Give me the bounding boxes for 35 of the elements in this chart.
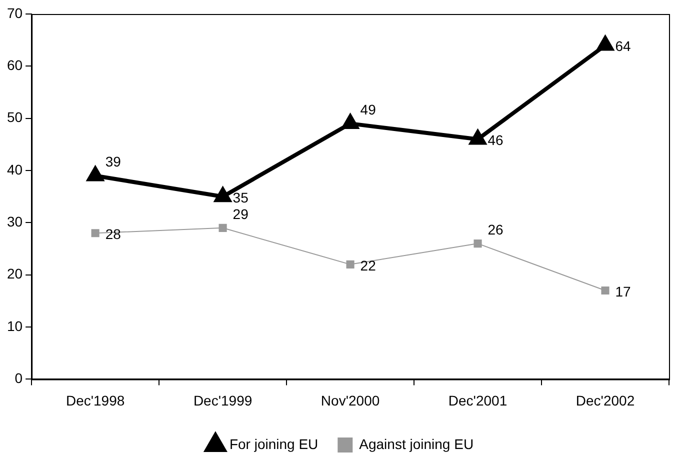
point [470, 130, 486, 145]
data-label: 17 [615, 283, 632, 300]
data-label: 35 [232, 189, 249, 206]
y-tick-label: 30 [6, 214, 23, 230]
point [601, 286, 610, 295]
y-tick-label: 50 [6, 109, 23, 126]
legend-label: For joining EU [229, 436, 318, 452]
point [597, 36, 614, 51]
point [342, 114, 358, 130]
y-tick-label: 40 [6, 161, 23, 178]
y-tick-label: 60 [6, 57, 23, 74]
x-tick-label: Dec'1999 [193, 392, 252, 408]
x-tick-label: Dec'2002 [576, 392, 635, 408]
x-tick-label: Dec'2001 [448, 392, 508, 408]
legend-label: Against joining EU [359, 436, 474, 452]
point [91, 229, 100, 238]
data-label: 64 [615, 38, 632, 54]
y-tick-label: 10 [6, 318, 23, 334]
y-tick-label: 20 [6, 266, 23, 282]
point [474, 240, 482, 248]
data-label: 28 [105, 226, 122, 242]
data-label: 26 [488, 221, 504, 238]
point [87, 166, 104, 182]
point [214, 188, 231, 202]
y-tick-label: 0 [14, 370, 23, 386]
point [346, 260, 354, 268]
data-label: 39 [105, 154, 122, 170]
data-label: 29 [232, 206, 249, 222]
x-tick-label: Nov'2000 [320, 392, 380, 408]
data-label: 46 [488, 132, 504, 148]
data-label: 49 [360, 101, 376, 118]
point [218, 224, 227, 232]
x-tick-label: Dec'1998 [66, 392, 125, 408]
y-tick-label: 70 [6, 4, 23, 21]
data-label: 22 [360, 257, 376, 274]
